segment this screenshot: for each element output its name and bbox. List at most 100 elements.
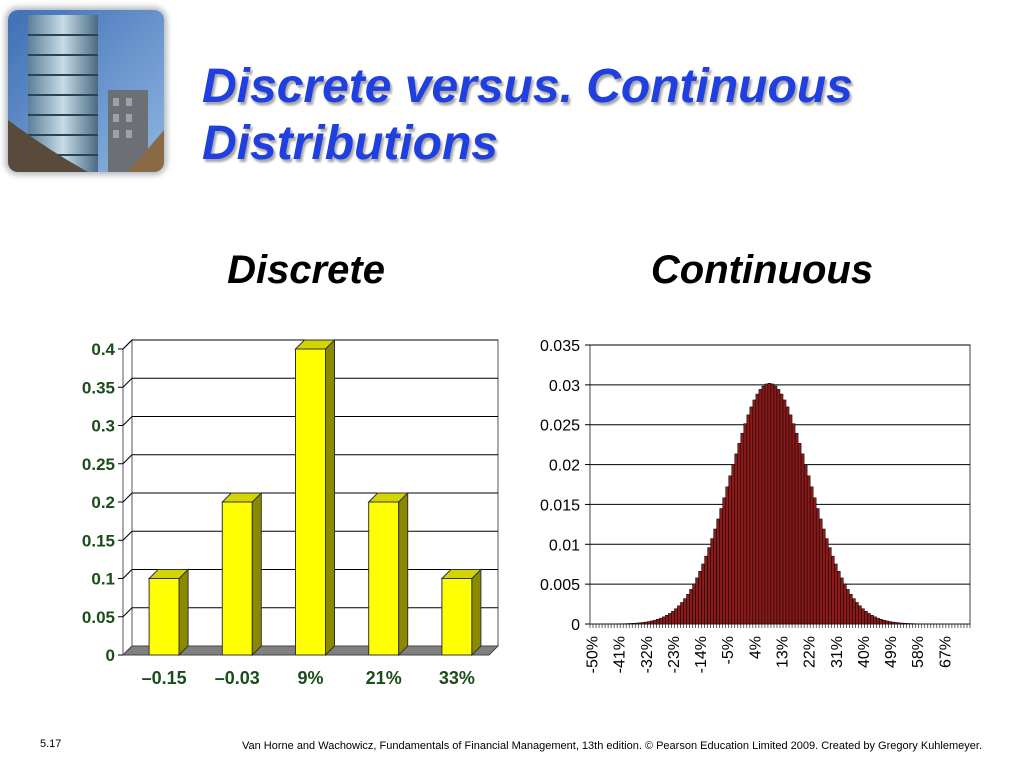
gridline-side [122, 416, 133, 426]
bar-top [440, 569, 483, 579]
histogram-bar [677, 605, 681, 625]
histogram-bar [897, 622, 901, 625]
bar-top [147, 569, 190, 579]
y-tick-label: 0.4 [91, 340, 115, 359]
histogram-bar [701, 563, 705, 625]
histogram-bar [713, 528, 717, 625]
y-tick-label: 0.02 [549, 458, 580, 475]
x-tick-label: 31% [829, 636, 846, 668]
histogram-bar [785, 406, 790, 625]
histogram-bar [671, 611, 675, 625]
bar-side [398, 491, 409, 657]
histogram-bar [665, 615, 669, 625]
histogram-bar [779, 393, 784, 625]
histogram-bar [752, 399, 757, 625]
histogram-bar [858, 605, 862, 625]
histogram-bar [894, 622, 898, 625]
histogram-bar [749, 406, 754, 625]
bar-front [368, 501, 400, 656]
bar-front [221, 501, 253, 656]
continuous-heading: Continuous [650, 248, 874, 292]
footer-citation: Van Horne and Wachowicz, Fundamentals of… [241, 740, 982, 752]
y-tick-label: 0.015 [540, 497, 580, 514]
histogram-bar [794, 432, 799, 625]
y-tick-label: 0.035 [540, 338, 580, 355]
bar [147, 568, 190, 657]
y-tick-label: 0.2 [91, 493, 115, 512]
x-tick-label: -14% [693, 636, 710, 673]
histogram-bar [656, 619, 660, 625]
histogram-bar [818, 518, 823, 625]
histogram-bar [638, 622, 642, 625]
y-tick-label: 0.25 [82, 455, 115, 474]
histogram-bar [725, 486, 729, 625]
bar-top [294, 339, 336, 350]
gridline-side [122, 569, 133, 579]
histogram-bar [776, 389, 781, 625]
histogram-bar [873, 616, 877, 625]
histogram-bar [806, 475, 811, 625]
histogram-bars [589, 383, 971, 625]
x-tick-label: 58% [910, 636, 927, 668]
x-tick-label: -23% [666, 636, 683, 673]
title-line-1: Discrete versus. Continuous [202, 60, 853, 113]
histogram-bar [722, 497, 726, 625]
histogram-bar [704, 555, 708, 625]
histogram-bar [855, 602, 859, 625]
histogram-bar [707, 547, 711, 625]
histogram-bar [761, 385, 766, 625]
histogram-bar [680, 602, 684, 625]
histogram-bar [831, 555, 835, 625]
histogram-bar [846, 589, 850, 625]
histogram-bar [870, 615, 874, 625]
y-tick-label: 0.03 [549, 378, 580, 395]
histogram-bar [737, 443, 742, 625]
histogram-bar [885, 620, 889, 625]
histogram-bar [861, 608, 865, 625]
x-tick-label: 49% [883, 636, 900, 668]
histogram-bar [812, 497, 817, 625]
x-tick-label: -32% [639, 636, 656, 673]
slide-number: 5.17 [40, 738, 62, 750]
bar-side [178, 568, 189, 657]
histogram-bar [879, 619, 883, 625]
histogram-bar [803, 464, 808, 625]
bar-front [148, 578, 180, 656]
histogram-bar [683, 598, 687, 625]
histogram-bar [840, 577, 844, 625]
x-tick-label: 4% [747, 636, 764, 659]
histogram-bar [758, 389, 763, 625]
histogram-bar [719, 508, 723, 625]
histogram-bar [834, 563, 838, 625]
bar [440, 568, 483, 657]
x-tick-label: -41% [612, 636, 629, 673]
histogram-bar [692, 583, 696, 625]
histogram-bar [743, 423, 748, 625]
histogram-bar [809, 486, 814, 625]
histogram-bar [876, 617, 880, 625]
bar-top [221, 492, 263, 503]
bar-side [251, 491, 262, 657]
histogram-bar [843, 583, 847, 625]
bar [367, 491, 409, 657]
histogram-bar [864, 611, 868, 625]
gridline-side [122, 530, 133, 541]
histogram-bar [900, 622, 904, 625]
y-tick-label: 0.01 [549, 537, 580, 554]
histogram-bar [698, 570, 702, 625]
x-tick-label: 13% [775, 636, 792, 668]
y-tick-label: 0.15 [82, 531, 115, 550]
bar-side [325, 338, 335, 657]
y-tick-label: 0 [106, 646, 115, 665]
histogram-bar [821, 528, 826, 625]
histogram-bar [674, 608, 678, 625]
histogram-bar [903, 623, 907, 625]
histogram-bar [791, 423, 796, 625]
histogram-bar [668, 613, 672, 625]
histogram-bar [828, 547, 832, 625]
x-tick-label: 21% [366, 668, 402, 688]
bar-top [367, 492, 409, 503]
bar [294, 338, 336, 657]
histogram-bar [631, 623, 636, 625]
x-tick-label: 22% [802, 636, 819, 668]
